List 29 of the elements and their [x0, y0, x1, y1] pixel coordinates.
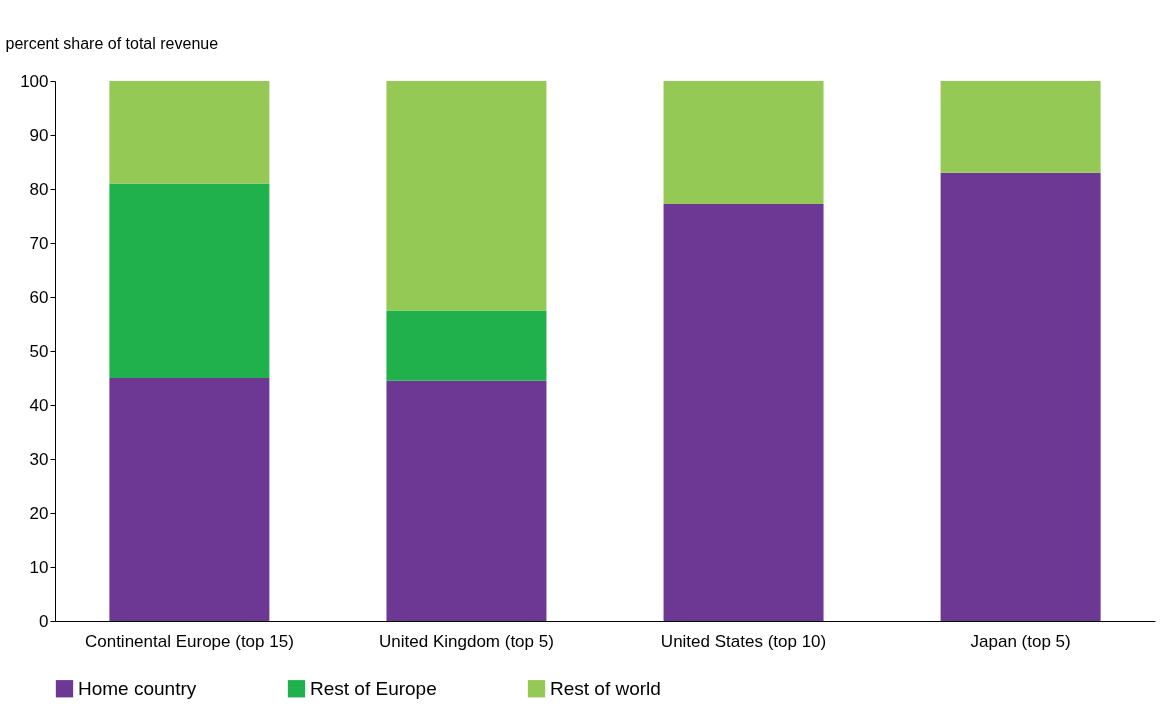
- y-tick-label: 70: [29, 233, 49, 253]
- y-tick-label: 60: [29, 287, 49, 307]
- y-tick-label: 20: [29, 503, 49, 523]
- y-axis-title: percent share of total revenue: [5, 34, 219, 52]
- bar: [386, 380, 547, 621]
- bar: [940, 172, 1101, 621]
- y-tick-label: 80: [29, 179, 49, 199]
- bar: [663, 81, 824, 205]
- bar: [386, 310, 547, 381]
- x-tick-label: Japan (top 5): [970, 631, 1071, 651]
- x-tick-label: Continental Europe (top 15): [84, 631, 294, 651]
- bar: [109, 183, 270, 378]
- y-tick-label: 90: [29, 125, 49, 145]
- x-tick-label: United States (top 10): [660, 631, 827, 651]
- bar: [663, 204, 824, 621]
- y-tick-label: 100: [20, 71, 49, 91]
- bar: [940, 81, 1101, 173]
- legend-label: Home country: [78, 677, 197, 699]
- y-tick-label: 40: [29, 395, 49, 415]
- x-tick-label: United Kingdom (top 5): [379, 631, 554, 651]
- legend-label: Rest of Europe: [310, 677, 437, 699]
- bar: [109, 378, 270, 621]
- legend-label: Rest of world: [550, 677, 661, 699]
- bar: [386, 81, 547, 311]
- y-tick-label: 30: [29, 449, 49, 469]
- y-tick-label: 10: [29, 557, 49, 577]
- y-tick-label: 50: [29, 341, 49, 361]
- y-tick-label: 0: [39, 611, 49, 631]
- bar: [109, 81, 270, 184]
